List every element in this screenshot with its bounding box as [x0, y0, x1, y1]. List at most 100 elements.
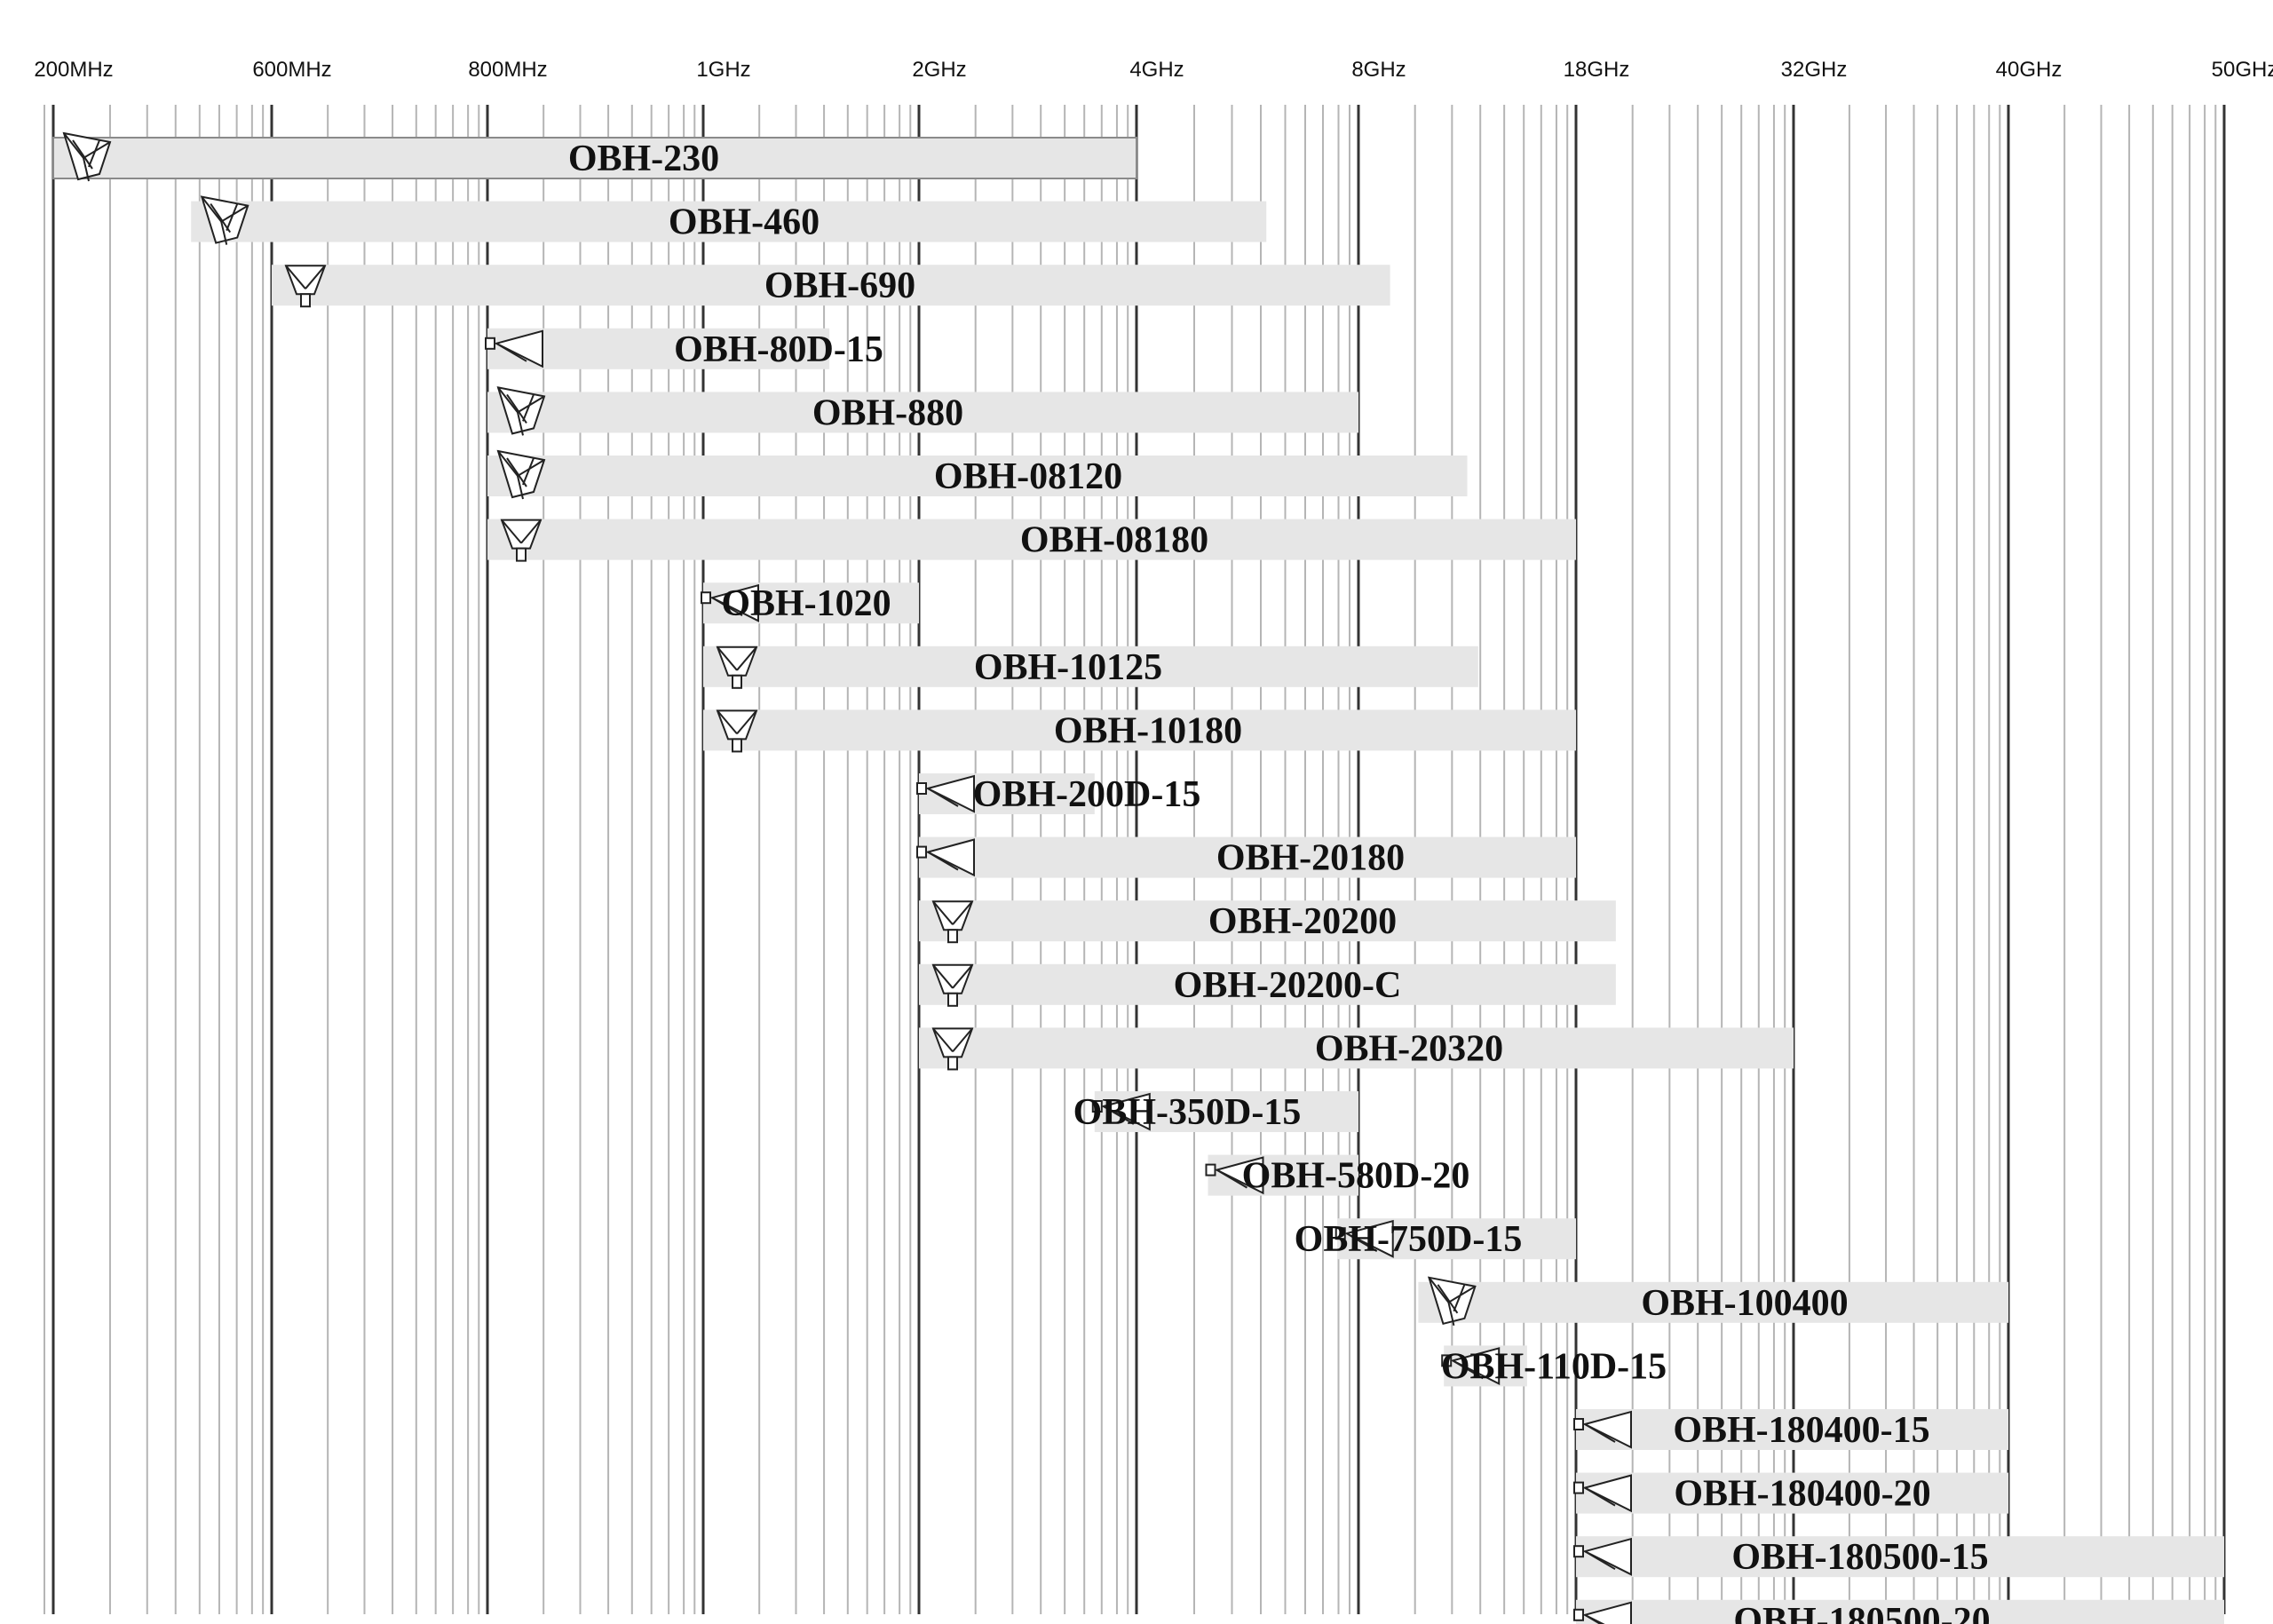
bar-label: OBH-750D-15	[1295, 1219, 1523, 1260]
bar-label: OBH-230	[568, 139, 719, 179]
bar-label: OBH-180400-15	[1673, 1410, 1929, 1451]
horn-antenna-icon	[62, 131, 112, 182]
bar-row: OBH-880	[487, 386, 1358, 436]
x-tick-label: 40GHz	[1996, 58, 2063, 82]
bar-row: OBH-10125	[703, 646, 1478, 689]
bar-label: OBH-80D-15	[674, 329, 883, 370]
bar-row: OBH-230	[52, 131, 1137, 182]
bar-label: OBH-580D-20	[1242, 1156, 1470, 1197]
horn-antenna-icon	[284, 265, 327, 308]
horn-antenna-icon	[496, 386, 546, 436]
x-tick-label: 1GHz	[696, 58, 750, 82]
bar-row: OBH-180400-20	[1573, 1472, 2008, 1515]
frequency-range-bar	[1576, 1599, 2224, 1624]
bar-row: OBH-180400-15	[1573, 1409, 2008, 1451]
x-tick-label: 8GHz	[1351, 58, 1406, 82]
bar-row: OBH-20200	[919, 900, 1616, 944]
bar-label: OBH-100400	[1641, 1283, 1848, 1324]
bar-row: OBH-100400	[1418, 1276, 2008, 1327]
bar-label: OBH-20180	[1216, 838, 1405, 879]
frequency-range-bar	[191, 201, 1267, 242]
bar-label: OBH-880	[812, 392, 963, 433]
bar-row: OBH-08120	[487, 449, 1468, 500]
frequency-range-bar	[1576, 1536, 2224, 1578]
horn-antenna-icon	[931, 963, 974, 1007]
grid-lines	[44, 105, 2226, 1614]
bar-row: OBH-08180	[487, 519, 1576, 562]
frequency-range-bar	[487, 519, 1576, 560]
bar-row: OBH-10180	[703, 709, 1576, 753]
frequency-range-bar	[703, 709, 1576, 751]
bar-row: OBH-80D-15	[485, 328, 883, 370]
frequency-range-bar	[703, 646, 1478, 687]
frequency-range-bar	[919, 836, 1576, 878]
frequency-range-bar	[487, 456, 1468, 496]
frequency-range-bar	[1576, 1409, 2008, 1450]
bar-label: OBH-180400-20	[1674, 1474, 1930, 1515]
x-axis-tick-labels: 200MHz 600MHz 800MHz 1GHz 2GHz 4GHz 8GHz 18GHz 3…	[34, 58, 2273, 82]
horn-antenna-icon	[1441, 1347, 1501, 1386]
bar-label: OBH-690	[764, 265, 915, 306]
bar-row: OBH-20200-C	[919, 963, 1616, 1007]
frequency-range-bar	[272, 265, 1390, 306]
bar-row: OBH-180500-15	[1573, 1536, 2224, 1578]
bar-row: OBH-20180	[916, 836, 1576, 879]
bar-row: OBH-180500-20	[1573, 1599, 2224, 1624]
bar-label: OBH-08180	[1020, 520, 1208, 561]
bars: OBH-230 OBH-460 OBH-690 OBH-80D-15 OBH-880 OB…	[52, 131, 2224, 1624]
bar-row: OBH-350D-15	[1073, 1091, 1358, 1133]
horn-antenna-icon	[1573, 1410, 1632, 1449]
bar-row: OBH-750D-15	[1295, 1218, 1576, 1260]
horn-antenna-icon	[931, 900, 974, 944]
bar-label: OBH-10125	[974, 647, 1162, 688]
bar-row: OBH-110D-15	[1441, 1345, 1667, 1387]
x-tick-label: 800MHz	[468, 58, 547, 82]
horn-antenna-icon	[496, 449, 546, 500]
horn-antenna-icon	[931, 1027, 974, 1071]
horn-antenna-icon	[716, 709, 758, 753]
x-tick-label: 600MHz	[252, 58, 331, 82]
bar-label: OBH-20320	[1315, 1028, 1503, 1069]
x-tick-label: 18GHz	[1564, 58, 1630, 82]
bar-label: OBH-180500-15	[1731, 1537, 1988, 1578]
frequency-range-bar	[1418, 1281, 2008, 1323]
bar-row: OBH-580D-20	[1205, 1154, 1470, 1197]
frequency-range-bar	[1576, 1472, 2008, 1514]
bar-row: OBH-690	[272, 265, 1390, 308]
horn-antenna-icon	[200, 195, 249, 245]
frequency-range-bar	[919, 900, 1616, 942]
bar-label: OBH-180500-20	[1733, 1601, 1990, 1624]
horn-antenna-icon	[1334, 1219, 1394, 1258]
bar-label: OBH-08120	[934, 456, 1122, 497]
horn-antenna-icon	[716, 646, 758, 689]
horn-antenna-icon	[1573, 1474, 1632, 1513]
bar-label: OBH-20200	[1208, 901, 1397, 942]
bar-label: OBH-200D-15	[973, 774, 1201, 815]
frequency-range-bar	[52, 137, 1137, 179]
frequency-range-bar	[919, 1027, 1794, 1069]
horn-antenna-icon	[916, 774, 975, 813]
x-tick-label: 4GHz	[1129, 58, 1184, 82]
bar-label: OBH-1020	[721, 583, 891, 624]
frequency-range-bar	[487, 392, 1358, 433]
x-tick-label: 32GHz	[1781, 58, 1848, 82]
bar-row: OBH-1020	[701, 582, 919, 624]
horn-antenna-icon	[916, 838, 975, 877]
x-tick-label: 2GHz	[912, 58, 966, 82]
frequency-range-bar	[919, 963, 1616, 1005]
horn-antenna-icon	[485, 329, 543, 368]
bar-label: OBH-350D-15	[1073, 1092, 1302, 1133]
x-tick-label: 200MHz	[34, 58, 113, 82]
bar-label: OBH-110D-15	[1441, 1346, 1667, 1387]
bar-label: OBH-20200-C	[1174, 965, 1402, 1006]
x-tick-label: 50GHz	[2212, 58, 2273, 82]
bar-row: OBH-20320	[919, 1027, 1794, 1071]
horn-antenna-icon	[1091, 1092, 1151, 1131]
horn-antenna-icon	[1427, 1276, 1477, 1327]
bar-label: OBH-10180	[1054, 710, 1242, 751]
bar-row: OBH-200D-15	[916, 773, 1201, 815]
bar-label: OBH-460	[669, 202, 820, 243]
horn-antenna-icon	[500, 519, 543, 562]
horn-antenna-icon	[1205, 1156, 1264, 1195]
